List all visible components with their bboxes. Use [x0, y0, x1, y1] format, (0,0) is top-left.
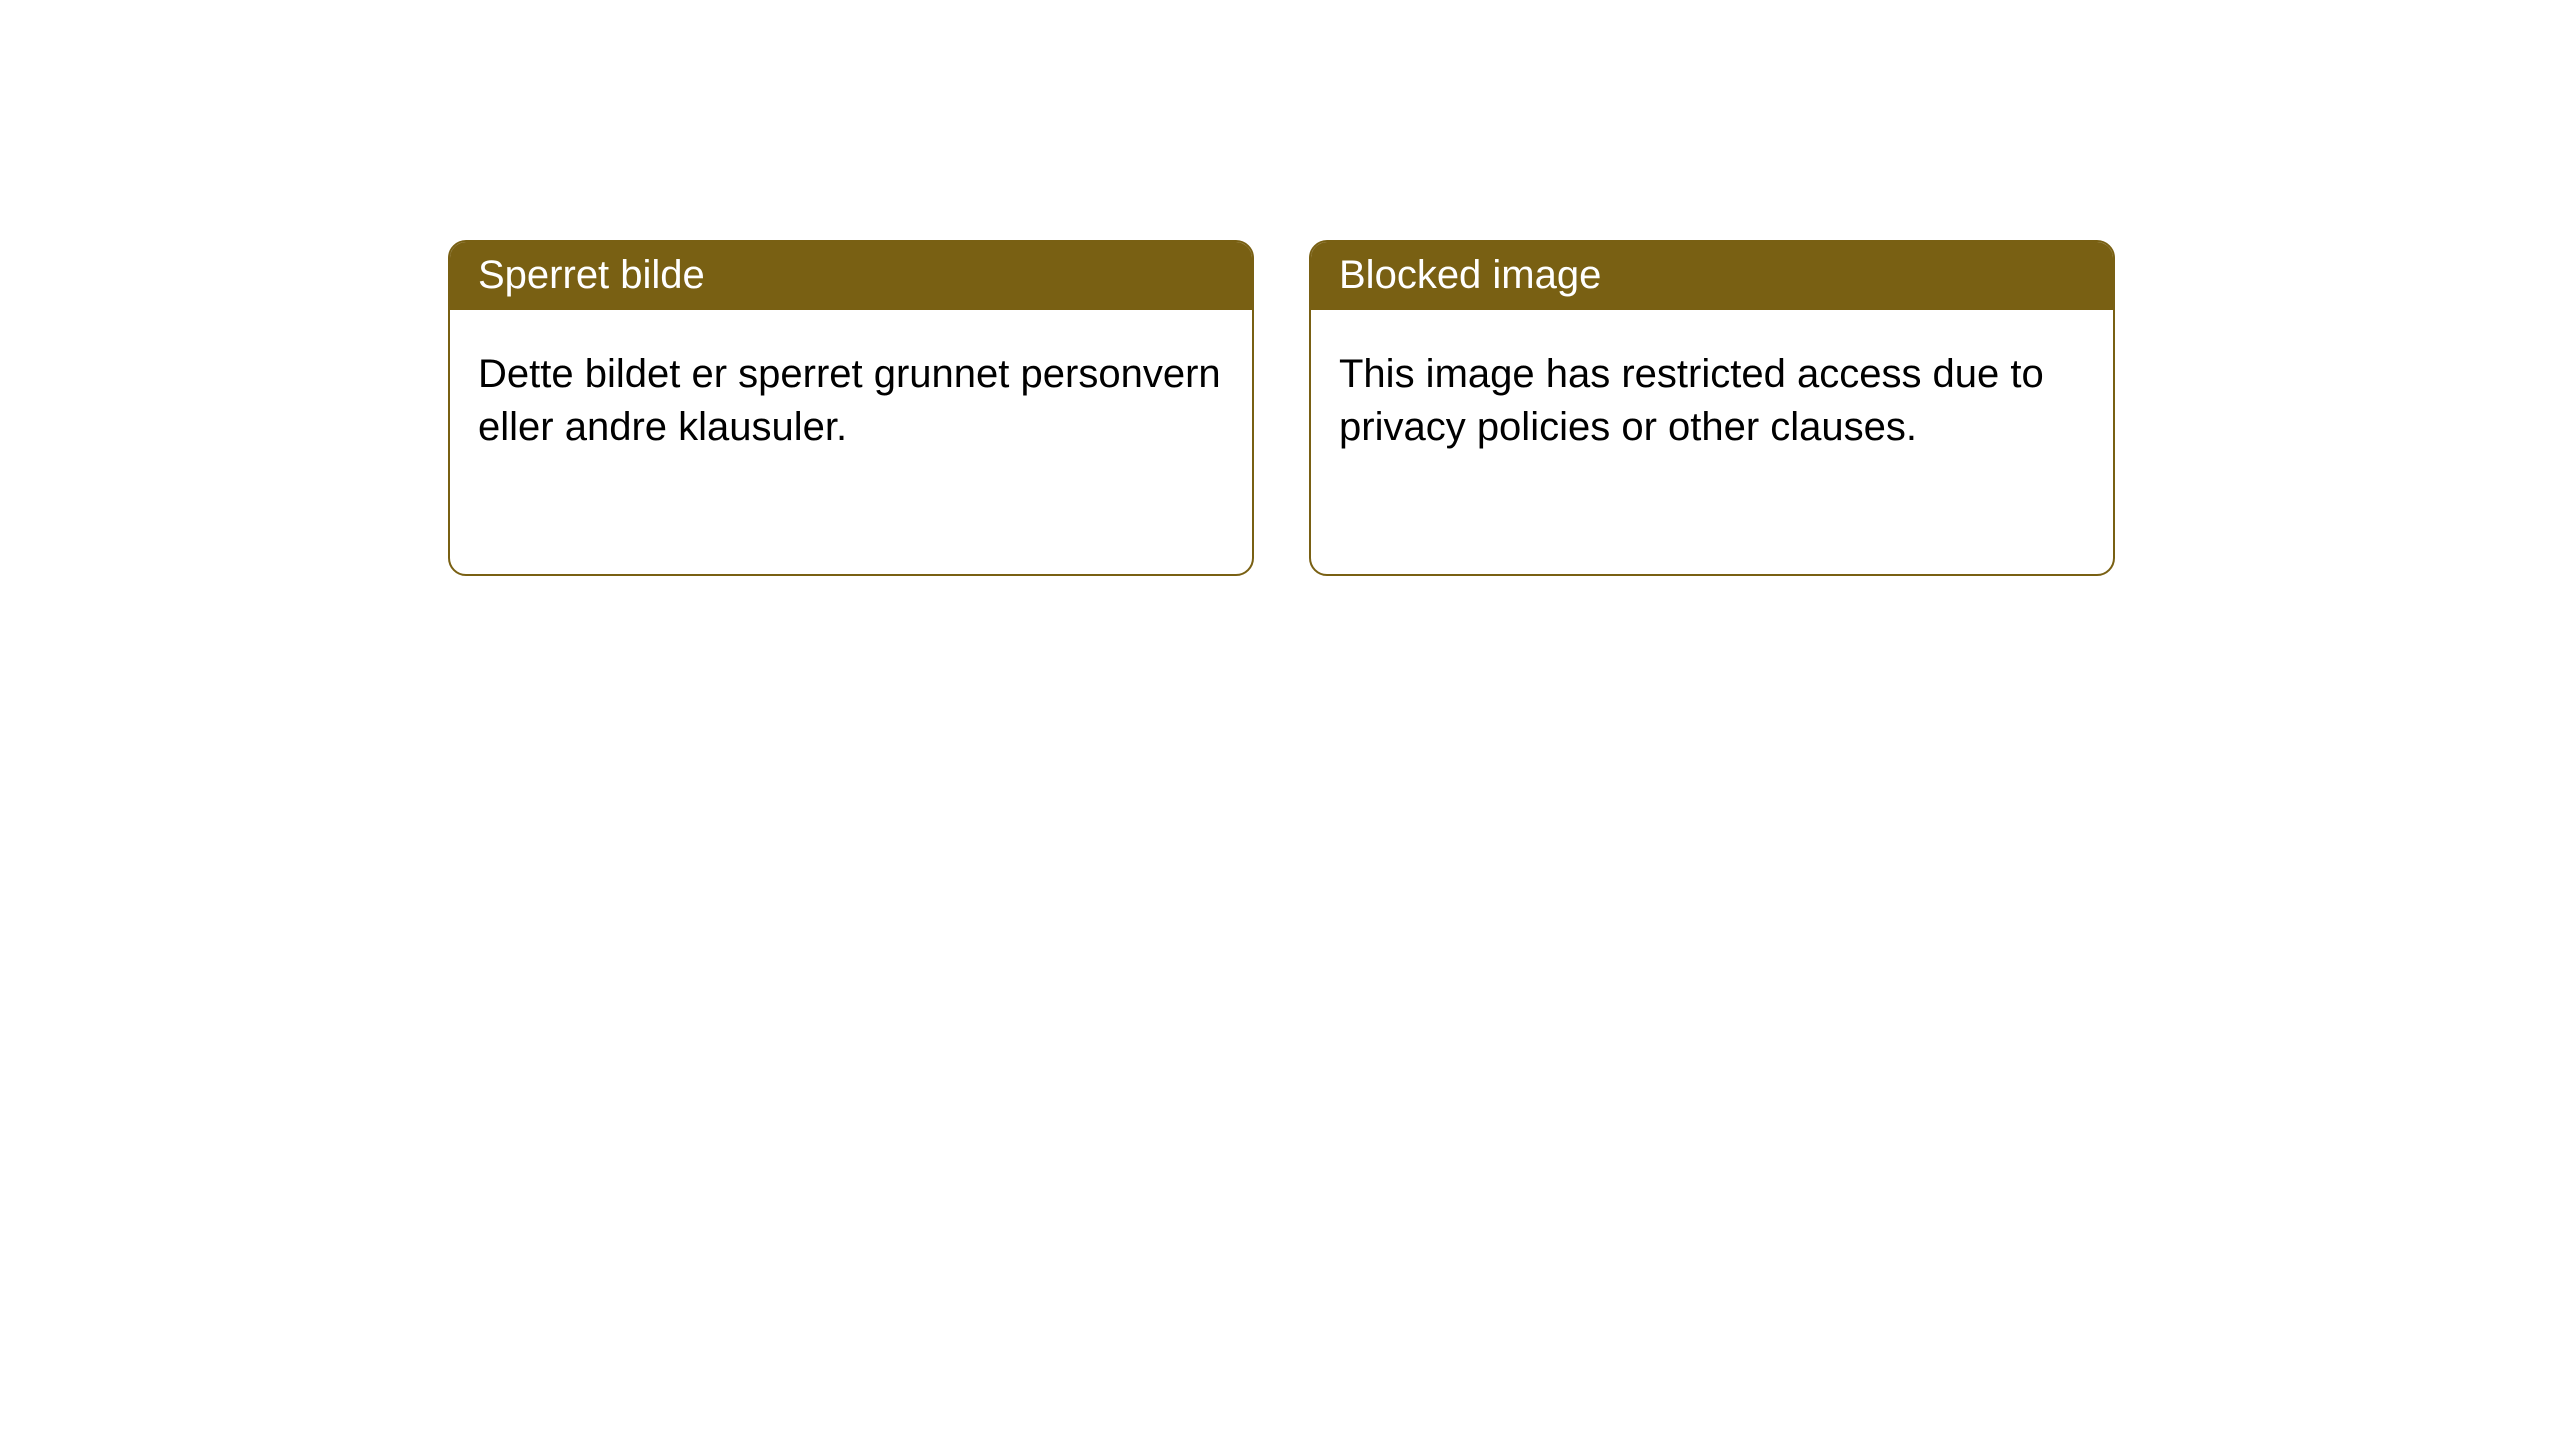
notice-card-en: Blocked image This image has restricted …: [1309, 240, 2115, 576]
notice-card-no: Sperret bilde Dette bildet er sperret gr…: [448, 240, 1254, 576]
notice-container: Sperret bilde Dette bildet er sperret gr…: [0, 0, 2560, 576]
notice-body-no: Dette bildet er sperret grunnet personve…: [450, 310, 1252, 482]
notice-header-no: Sperret bilde: [450, 242, 1252, 310]
notice-body-en: This image has restricted access due to …: [1311, 310, 2113, 482]
notice-header-en: Blocked image: [1311, 242, 2113, 310]
